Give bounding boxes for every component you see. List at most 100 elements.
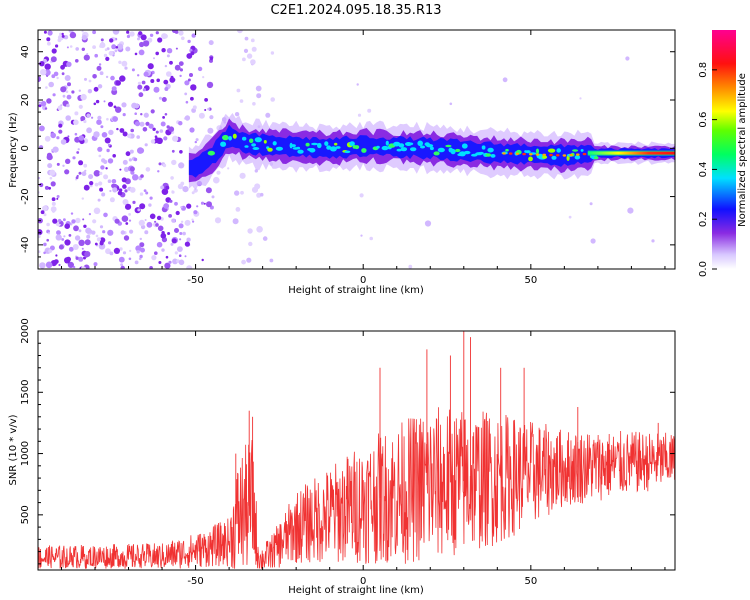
speckle-mark — [100, 38, 104, 42]
speckle-mark — [56, 197, 59, 200]
colorbar-gradient — [712, 30, 736, 269]
ridge-hot-blob — [562, 154, 567, 157]
speckle-mark — [89, 181, 94, 186]
speckle-mark — [55, 234, 62, 241]
speckle-mark — [234, 112, 240, 117]
speckle-mark — [115, 80, 122, 86]
speckle-mark — [49, 169, 56, 176]
speckle-mark — [39, 61, 45, 67]
y-tick-label: 1000 — [20, 441, 31, 466]
spectrogram-frame — [37, 29, 676, 270]
speckle-mark — [186, 265, 193, 269]
speckle-mark — [105, 167, 108, 170]
speckle-mark — [589, 202, 593, 206]
ridge-hot-blob — [515, 152, 520, 155]
speckle-mark — [129, 149, 134, 154]
speckle-mark — [117, 190, 123, 196]
speckle-mark — [63, 235, 66, 238]
speckle-mark — [66, 46, 69, 49]
speckle-mark — [143, 71, 149, 77]
x-tick-label: 50 — [524, 576, 537, 587]
speckle-mark — [122, 184, 127, 189]
speckle-mark — [94, 53, 98, 58]
speckle-mark — [44, 63, 51, 70]
speckle-mark — [56, 230, 59, 234]
speckle-mark — [122, 199, 129, 205]
speckle-mark — [52, 218, 58, 224]
speckle-mark — [237, 30, 243, 34]
ridge-blob — [437, 147, 445, 153]
speckle-mark — [88, 229, 93, 234]
speckle-mark — [80, 93, 87, 101]
speckle-mark — [155, 223, 159, 227]
speckle-mark — [256, 93, 262, 99]
speckle-mark — [128, 257, 132, 261]
speckle-mark — [107, 158, 114, 164]
ridge-blob — [361, 148, 367, 153]
speckle-mark — [141, 80, 146, 85]
speckle-mark — [113, 247, 120, 254]
speckle-mark — [159, 129, 164, 133]
speckle-mark — [111, 86, 117, 92]
speckle-mark — [99, 171, 103, 175]
speckle-mark — [169, 60, 173, 65]
speckle-mark — [81, 247, 84, 250]
speckle-mark — [408, 264, 413, 269]
speckle-mark — [150, 109, 155, 114]
ridge-blob — [228, 136, 233, 141]
speckle-mark — [163, 136, 168, 141]
speckle-mark — [171, 190, 175, 194]
ridge-blob — [354, 145, 360, 150]
speckle-mark — [179, 232, 183, 235]
speckle-mark — [45, 86, 48, 89]
speckle-mark — [58, 244, 64, 250]
speckle-mark — [208, 40, 214, 46]
ridge-hot-blob — [576, 153, 580, 156]
speckle-mark — [156, 78, 160, 83]
speckle-mark — [168, 260, 172, 264]
speckle-mark — [184, 92, 188, 96]
ridge-hot-blob — [549, 153, 553, 157]
speckle-mark — [193, 210, 198, 215]
speckle-mark — [158, 261, 162, 264]
speckle-mark — [49, 245, 55, 251]
speckle-mark — [164, 262, 171, 269]
spectrogram-heatmap — [38, 30, 675, 269]
ridge-blob — [572, 149, 579, 152]
speckle-mark — [55, 44, 59, 48]
speckle-mark — [56, 136, 60, 140]
snr-y-label: SNR (10 * v/v) — [8, 414, 19, 485]
speckle-mark — [43, 213, 47, 217]
speckle-mark — [174, 251, 178, 255]
speckle-mark — [145, 191, 149, 195]
speckle-mark — [137, 37, 140, 41]
speckle-mark — [164, 87, 169, 91]
speckle-mark — [73, 119, 79, 126]
ridge-blob — [408, 142, 414, 146]
speckle-mark — [164, 113, 168, 116]
speckle-mark — [118, 188, 123, 192]
speckle-mark — [109, 189, 112, 193]
speckle-mark — [246, 257, 252, 263]
speckle-mark — [119, 75, 126, 82]
speckle-mark — [131, 102, 138, 109]
speckle-mark — [359, 193, 364, 198]
speckle-mark — [99, 42, 106, 49]
speckle-mark — [180, 206, 183, 209]
speckle-mark — [61, 32, 64, 36]
speckle-mark — [140, 34, 147, 41]
speckle-mark — [140, 113, 143, 116]
speckle-mark — [139, 237, 142, 241]
speckle-mark — [46, 222, 50, 227]
speckle-mark — [186, 237, 191, 242]
speckle-mark — [95, 234, 99, 238]
speckle-mark — [125, 222, 129, 225]
speckle-mark — [100, 165, 105, 170]
speckle-mark — [162, 163, 167, 168]
speckle-mark — [84, 239, 91, 246]
speckle-mark — [161, 33, 168, 40]
speckle-mark — [367, 108, 372, 113]
speckle-mark — [83, 54, 90, 61]
speckle-mark — [187, 78, 191, 82]
speckle-mark — [84, 77, 87, 81]
